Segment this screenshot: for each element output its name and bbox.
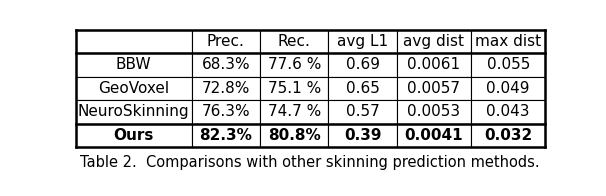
Text: Table 2.  Comparisons with other skinning prediction methods.: Table 2. Comparisons with other skinning… [81,155,540,170]
